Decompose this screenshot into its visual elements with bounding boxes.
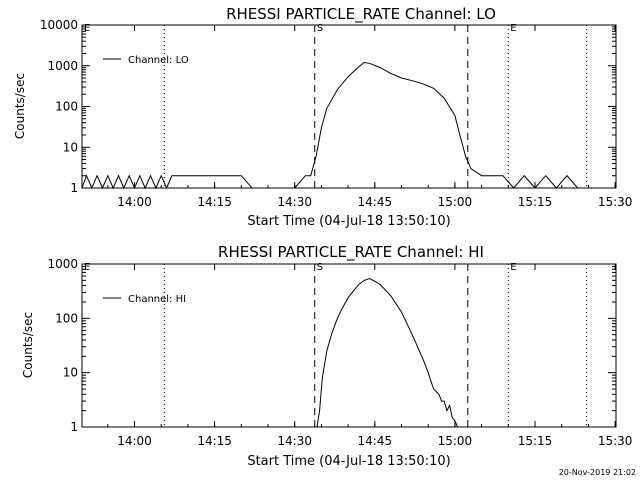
chart-hi-y-axis-label: Counts/sec <box>21 312 35 378</box>
chart-lo-x-tick-label: 15:00 <box>438 195 473 209</box>
chart-hi-title: RHESSI PARTICLE_RATE Channel: HI <box>218 243 484 262</box>
chart-hi-x-axis-label: Start Time (04-Jul-18 13:50:10) <box>247 454 450 469</box>
chart-lo-x-tick-label: 15:30 <box>598 195 633 209</box>
chart-hi-x-tick-label: 14:15 <box>197 434 232 448</box>
chart-lo-y-tick-label: 1 <box>70 181 78 195</box>
chart-lo-y-tick-label: 1000 <box>47 59 78 73</box>
chart-hi-y-tick-label: 10 <box>63 366 78 380</box>
chart-lo-marker-label: E <box>84 23 90 34</box>
chart-lo-x-tick-label: 14:00 <box>117 195 152 209</box>
chart-hi-marker-label: S <box>317 262 323 273</box>
chart-hi-x-tick-label: 14:45 <box>358 434 393 448</box>
chart-lo-title: RHESSI PARTICLE_RATE Channel: LO <box>226 5 496 24</box>
chart-lo-plot-frame <box>81 24 617 189</box>
chart-hi-y-tick-label: 100 <box>55 311 78 325</box>
chart-lo-legend-label: Channel: LO <box>128 55 189 66</box>
chart-hi-x-tick-label: 14:30 <box>277 434 312 448</box>
chart-hi-x-tick-label: 15:30 <box>598 434 633 448</box>
chart-hi-marker-label: E <box>510 262 516 273</box>
chart-hi-x-tick-label: 15:15 <box>518 434 553 448</box>
chart-hi-legend-label: Channel: HI <box>128 294 186 305</box>
chart-lo-panel: RHESSI PARTICLE_RATE Channel: LO Counts/… <box>13 5 632 229</box>
chart-lo-series-line <box>81 61 616 190</box>
chart-lo-x-tick-label: 14:45 <box>358 195 393 209</box>
chart-hi-y-tick-label: 1000 <box>47 257 78 271</box>
chart-lo-x-tick-label: 15:15 <box>518 195 553 209</box>
chart-lo-ticks: 14:00 14:15 14:30 14:45 15:00 15:15 15:30 1 10 10… <box>40 18 633 209</box>
chart-hi-marker-label: E <box>84 262 90 273</box>
chart-hi-ticks: 14:00 14:15 14:30 14:45 15:00 15:15 15:30 1 10 10… <box>47 257 632 448</box>
chart-lo-x-tick-label: 14:15 <box>197 195 232 209</box>
chart-lo-y-tick-label: 100 <box>55 100 78 114</box>
chart-lo-y-axis-label: Counts/sec <box>13 73 27 139</box>
chart-lo-y-tick-label: 10 <box>63 140 78 154</box>
chart-lo-x-tick-label: 14:30 <box>277 195 312 209</box>
chart-hi-series-line <box>316 277 459 428</box>
chart-hi-plot-frame <box>81 263 617 428</box>
chart-hi-y-tick-label: 1 <box>70 420 78 434</box>
chart-hi-panel: RHESSI PARTICLE_RATE Channel: HI Counts/… <box>21 243 632 469</box>
chart-hi-x-tick-label: 15:00 <box>438 434 473 448</box>
chart-hi-x-tick-label: 14:00 <box>117 434 152 448</box>
chart-lo-x-axis-label: Start Time (04-Jul-18 13:50:10) <box>247 214 450 229</box>
chart-lo-marker-label: E <box>510 23 516 34</box>
chart-lo-marker-label: S <box>317 23 323 34</box>
footer-timestamp: 20-Nov-2019 21:02 <box>559 468 636 477</box>
chart-lo-y-tick-label: 10000 <box>40 18 78 32</box>
